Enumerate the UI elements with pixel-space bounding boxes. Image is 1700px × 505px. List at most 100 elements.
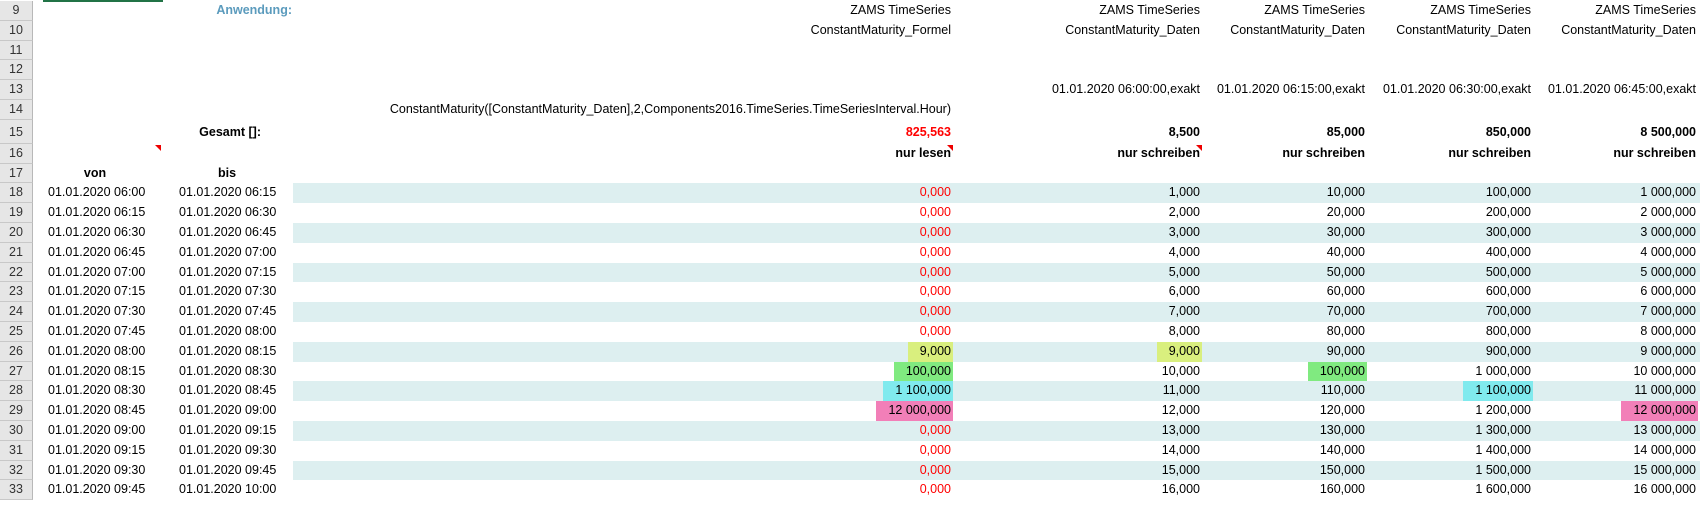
to-label: bis [217,165,237,180]
cell: 1 000,000 [1475,363,1531,378]
cell: 13 000,000 [1633,423,1696,437]
to-cell: 01.01.2020 09:30 [179,442,277,457]
cell: 700,000 [1485,304,1531,319]
row-number: 13 [0,80,33,100]
cell: 1 100,000 [293,381,953,402]
to-cell: 01.01.2020 09:15 [179,423,277,437]
from-cell: 01.01.2020 06:45 [48,244,146,259]
column-name: ConstantMaturity_Formel [810,22,951,37]
cell: 6,000 [1168,284,1200,299]
highlighted-value: 1 100,000 [883,381,953,402]
cell: 6 000,000 [1640,284,1696,299]
column-total: 85,000 [1326,124,1365,139]
cell: 4 000,000 [1640,244,1696,259]
cell: 130,000 [1319,423,1365,437]
row-number: 17 [0,163,33,184]
cell: 1 500,000 [1475,462,1531,477]
cell: 8 000,000 [1640,324,1696,338]
cell: 10,000 [1326,185,1365,200]
to-cell: 01.01.2020 08:45 [179,383,277,398]
cell: 1 100,000 [1367,381,1533,402]
application-label: Anwendung: [216,3,292,17]
cell: 10,000 [1161,363,1200,378]
column-mode: nur schreiben [1448,145,1531,160]
row-band [293,460,1700,481]
cell: 13,000 [1161,423,1200,437]
highlighted-value: 100,000 [1307,361,1367,382]
cell: 16 000,000 [1633,482,1696,497]
column-name: ConstantMaturity_Daten [1561,22,1696,37]
row-number: 24 [0,302,33,322]
cell: 80,000 [1326,324,1365,338]
to-cell: 01.01.2020 09:00 [179,403,277,418]
row-band [293,421,1700,441]
cell: 15 000,000 [1633,462,1696,477]
cell: 800,000 [1485,324,1531,338]
cell: 0,000 [919,244,951,259]
column-name: ConstantMaturity_Daten [1065,22,1200,37]
column-start: 01.01.2020 06:30:00,exakt [1382,82,1531,97]
cell: 600,000 [1485,284,1531,299]
cell: 150,000 [1319,462,1365,477]
column-mode: nur schreiben [1117,145,1200,160]
row-band [293,262,1700,283]
to-cell: 01.01.2020 06:15 [179,185,277,200]
cell: 16,000 [1161,482,1200,497]
selection-border [43,0,163,2]
column-total: 825,563 [905,124,951,139]
row-band [293,223,1700,243]
cell: 100,000 [1202,361,1367,382]
column-mode: nur lesen [895,145,951,160]
cell: 9,000 [953,341,1202,362]
column-mode: nur schreiben [1613,145,1696,160]
row-number: 23 [0,282,33,303]
row-band [293,302,1700,322]
cell: 15,000 [1161,462,1200,477]
row-number: 29 [0,401,33,421]
cell: 12,000 [1161,403,1200,418]
highlighted-value: 9,000 [1156,341,1202,362]
row-number: 26 [0,341,33,362]
row-number: 10 [0,20,33,41]
cell: 0,000 [919,423,951,437]
row-number: 16 [0,143,33,164]
to-cell: 01.01.2020 06:30 [179,205,277,220]
from-cell: 01.01.2020 07:30 [48,304,146,319]
column-source: ZAMS TimeSeries [1430,3,1531,17]
highlighted-value: 12 000,000 [876,401,953,421]
to-cell: 01.01.2020 10:00 [179,482,277,497]
cell: 11,000 [1162,383,1200,398]
comment-marker [155,145,161,151]
to-cell: 01.01.2020 08:30 [179,363,277,378]
cell: 50,000 [1326,264,1365,279]
cell: 0,000 [919,462,951,477]
cell: 20,000 [1326,205,1365,220]
row-number: 28 [0,381,33,402]
cell: 0,000 [919,324,951,338]
column-source: ZAMS TimeSeries [1595,3,1696,17]
row-number: 18 [0,183,33,204]
cell: 0,000 [919,284,951,299]
highlighted-value: 9,000 [907,341,953,362]
cell: 14,000 [1161,442,1200,457]
column-total: 8,500 [1168,124,1200,139]
cell: 70,000 [1326,304,1365,319]
comment-marker [1196,144,1202,151]
from-cell: 01.01.2020 06:00 [48,185,146,200]
cell: 0,000 [919,442,951,457]
row-number: 31 [0,440,33,461]
from-cell: 01.01.2020 07:45 [48,324,146,338]
cell: 500,000 [1485,264,1531,279]
cell: 1 200,000 [1475,403,1531,418]
from-cell: 01.01.2020 08:00 [48,343,146,358]
cell: 1 600,000 [1475,482,1531,497]
cell: 40,000 [1326,244,1365,259]
cell: 9 000,000 [1640,343,1696,358]
to-cell: 01.01.2020 08:15 [179,343,277,358]
formula: ConstantMaturity([ConstantMaturity_Daten… [389,102,951,116]
from-cell: 01.01.2020 08:30 [48,383,146,398]
cell: 0,000 [919,304,951,319]
cell: 110,000 [1320,383,1365,398]
cell: 8,000 [1168,324,1200,338]
cell: 200,000 [1485,205,1531,220]
